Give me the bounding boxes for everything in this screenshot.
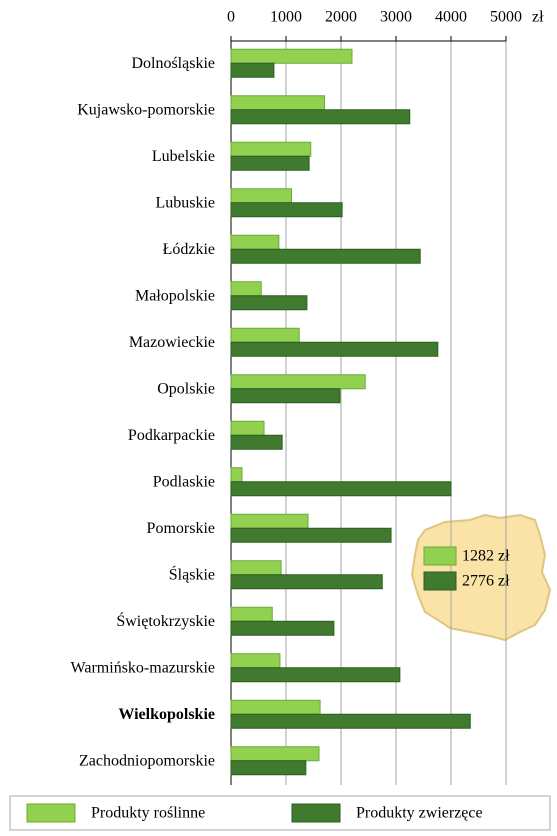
legend-swatch	[291, 803, 341, 823]
bar	[230, 248, 421, 264]
x-tick-label: 3000	[380, 9, 412, 26]
y-tick-label: Podkarpackie	[128, 427, 215, 444]
bar	[230, 341, 439, 357]
y-tick-label: Małopolskie	[135, 287, 215, 304]
bar	[230, 513, 309, 529]
legend-swatch	[26, 803, 76, 823]
bar	[230, 467, 243, 483]
y-tick-label: Lubelskie	[152, 148, 215, 165]
y-tick-label: Śląskie	[169, 564, 215, 583]
y-tick-label: Opolskie	[157, 380, 215, 397]
bar	[230, 481, 452, 497]
x-tick-label: 0	[227, 9, 235, 26]
x-tick-label: 2000	[325, 9, 357, 26]
bar	[230, 527, 392, 543]
bar	[230, 746, 320, 762]
bar	[230, 434, 283, 450]
y-tick-label: Lubuskie	[155, 194, 215, 211]
bar	[230, 155, 310, 171]
bar	[230, 327, 300, 343]
bar	[230, 388, 341, 404]
y-tick-label: Dolnośląskie	[131, 55, 215, 72]
map-label: 1282 zł	[462, 548, 510, 565]
y-tick-label: Kujawsko-pomorskie	[77, 101, 215, 118]
legend-box	[9, 795, 551, 831]
bar	[230, 141, 312, 157]
x-tick-label: 4000	[435, 9, 467, 26]
map-swatch	[423, 571, 457, 591]
bar	[230, 188, 292, 204]
bar	[230, 667, 401, 683]
x-tick-label: 1000	[270, 9, 302, 26]
bar	[230, 713, 471, 729]
bar	[230, 295, 308, 311]
y-tick-label: Zachodniopomorskie	[79, 752, 215, 769]
y-tick-label: Wielkopolskie	[118, 706, 215, 723]
y-tick-label: Podlaskie	[153, 473, 215, 490]
y-tick-label: Warmińsko-mazurskie	[71, 659, 215, 676]
x-unit: zł	[532, 9, 544, 26]
legend-label: Produkty zwierzęce	[356, 805, 483, 822]
bar	[230, 62, 275, 78]
legend-label: Produkty roślinne	[91, 805, 205, 822]
bar	[230, 606, 273, 622]
bar	[230, 202, 343, 218]
y-tick-label: Świętokrzyskie	[116, 611, 215, 630]
bar	[230, 95, 325, 111]
bar	[230, 281, 262, 297]
map-label: 2776 zł	[462, 573, 510, 590]
y-tick-label: Mazowieckie	[129, 334, 215, 351]
bar	[230, 560, 282, 576]
y-tick-label: Pomorskie	[147, 520, 215, 537]
bar	[230, 653, 281, 669]
bar	[230, 620, 335, 636]
bar	[230, 699, 321, 715]
poland-map	[410, 513, 552, 642]
bar	[230, 109, 411, 125]
map-swatch	[423, 546, 457, 566]
bar	[230, 374, 366, 390]
x-tick-label: 5000	[490, 9, 522, 26]
bar	[230, 48, 353, 64]
y-tick-label: Łódzkie	[163, 241, 215, 258]
bar	[230, 760, 307, 776]
bar	[230, 574, 383, 590]
bar	[230, 234, 280, 250]
bar	[230, 420, 265, 436]
